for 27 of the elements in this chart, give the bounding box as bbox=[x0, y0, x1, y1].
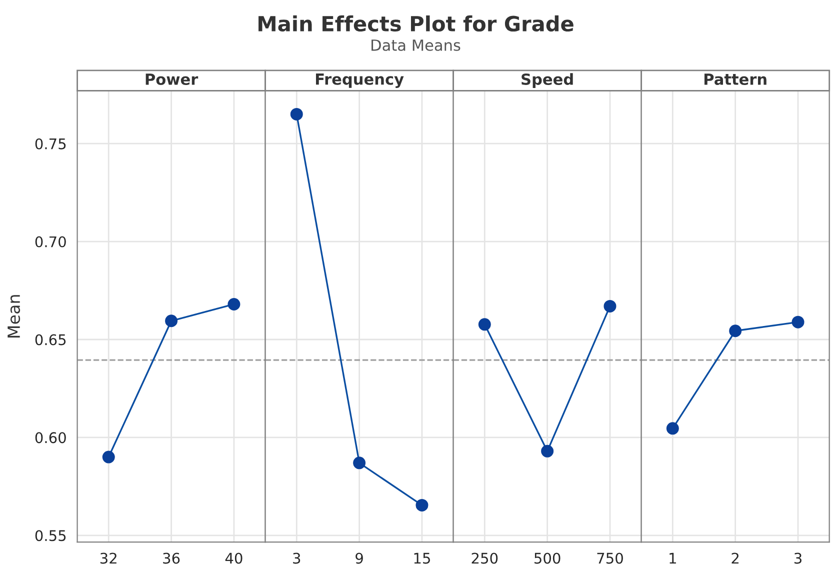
y-tick-label: 0.70 bbox=[35, 236, 66, 248]
chart-title: Pattern bbox=[704, 74, 766, 85]
text: Data Means bbox=[372, 40, 460, 51]
x-tick-label: 3 bbox=[293, 552, 300, 564]
x-tick-label: 40 bbox=[225, 552, 242, 564]
y-axis-title: Mean bbox=[8, 295, 20, 338]
x-tick-label: 15 bbox=[414, 552, 430, 564]
x-tick-label: 250 bbox=[472, 552, 498, 564]
x-tick-label: 2 bbox=[732, 552, 739, 564]
x-tick-label: 1 bbox=[670, 552, 676, 564]
point bbox=[102, 450, 115, 464]
chart-title: Power bbox=[146, 74, 198, 85]
point bbox=[165, 314, 178, 328]
x-tick-label: 500 bbox=[534, 552, 560, 564]
y-tick-label: 0.65 bbox=[35, 334, 66, 346]
chart-title: Speed bbox=[522, 73, 573, 88]
x-tick-label: 36 bbox=[163, 552, 180, 564]
x-tick-label: 750 bbox=[597, 552, 623, 564]
x-tick-label: 9 bbox=[356, 552, 363, 564]
x-tick-label: 3 bbox=[794, 552, 802, 564]
y-tick-label: 0.75 bbox=[35, 138, 66, 150]
point bbox=[228, 298, 240, 310]
y-tick-label: 0.55 bbox=[35, 530, 66, 542]
x-tick-label: 32 bbox=[100, 552, 116, 564]
y-tick-label: 0.60 bbox=[35, 432, 66, 444]
chart-title: Frequency bbox=[316, 74, 404, 88]
text: Main Effects Plot for Grade bbox=[258, 15, 574, 32]
